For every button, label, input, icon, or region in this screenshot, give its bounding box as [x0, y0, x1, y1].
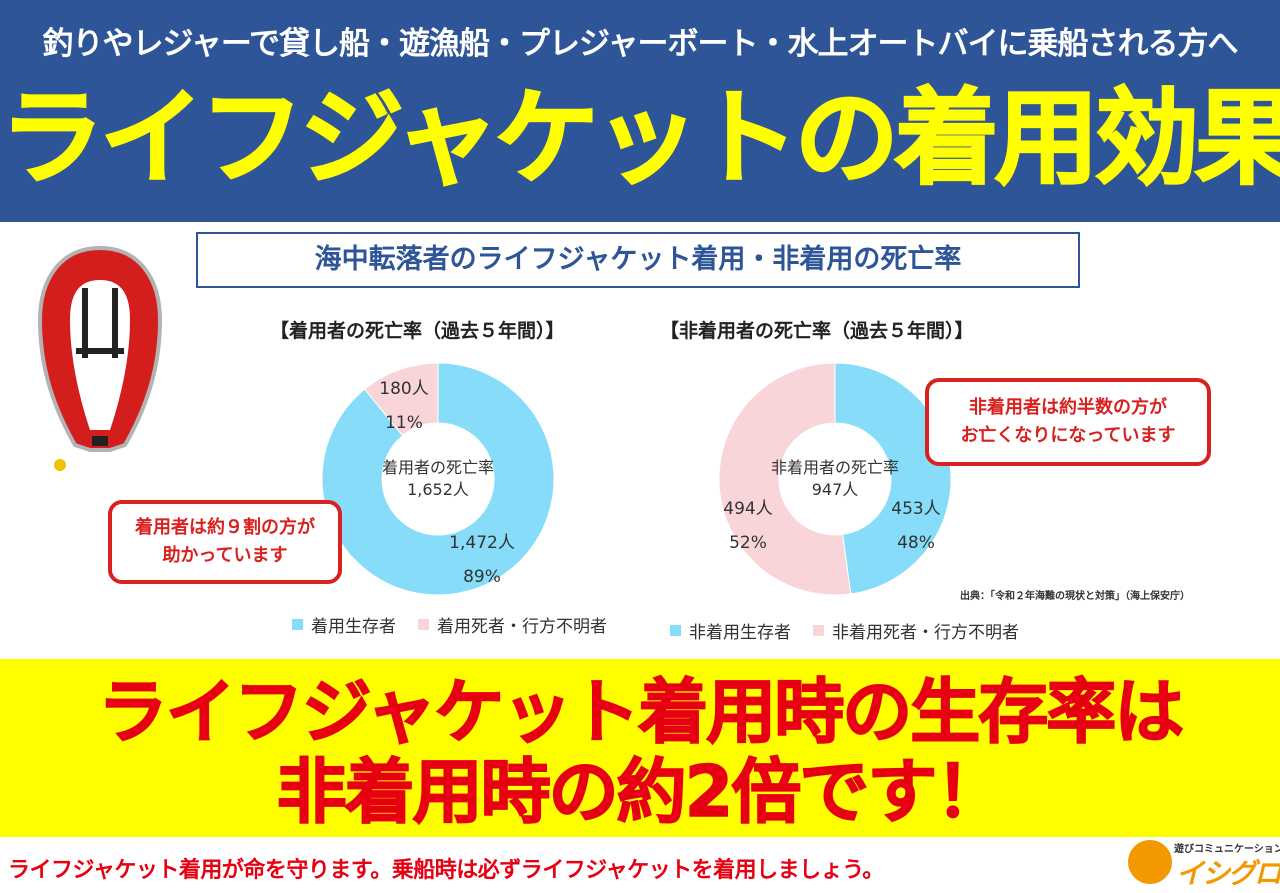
- chart-title-not-wearing: 【非着用者の死亡率（過去５年間）】: [660, 320, 974, 342]
- pie-slice: [321, 362, 555, 596]
- brand-logo: 遊びコミュニケーション イシグロ: [1120, 834, 1280, 890]
- footer-message: ライフジャケット着用が命を守ります。乗船時は必ずライフジャケットを着用しましょう…: [8, 858, 884, 883]
- donut-center-label: 非着用者の死亡率: [771, 458, 899, 477]
- pie-slice: [363, 362, 439, 437]
- slice-percent-label: 48%: [897, 533, 935, 553]
- callout-wearing: 着用者は約９割の方が 助かっています: [108, 500, 342, 584]
- donut-center-label: 947人: [812, 480, 859, 499]
- chart-title-wearing: 【着用者の死亡率（過去５年間）】: [270, 320, 565, 342]
- life-jacket-strap: [82, 288, 88, 358]
- legend-not-wearing: 非着用生存者 非着用死者・行方不明者: [670, 618, 1019, 643]
- life-jacket-buckle: [92, 436, 108, 446]
- legend-swatch-survivor: [292, 619, 303, 630]
- life-jacket-toggle: [54, 459, 66, 471]
- conclusion-line1: ライフジャケット着用時の生存率は: [97, 670, 1185, 754]
- legend-label: 非着用死者・行方不明者: [832, 623, 1019, 643]
- page-title: ライフジャケットの着用効果: [0, 77, 1280, 199]
- logo-name: イシグロ: [1176, 857, 1280, 890]
- source-citation: 出典：「令和２年海難の現状と対策」（海上保安庁）: [960, 591, 1190, 602]
- life-jacket-strap: [112, 288, 118, 358]
- logo-mascot-icon: [1128, 840, 1172, 884]
- legend-wearing: 着用生存者 着用死者・行方不明者: [292, 612, 607, 637]
- donut-chart-not-wearing: 453人 48% 494人 52% 非着用者の死亡率 947人: [718, 362, 952, 596]
- slice-count-label: 453人: [891, 499, 940, 519]
- legend-label: 着用生存者: [311, 617, 396, 637]
- slice-count-label: 1,472人: [449, 533, 515, 553]
- logo-tagline: 遊びコミュニケーション: [1174, 844, 1280, 855]
- callout-not-wearing-line1: 非着用者は約半数の方が: [969, 397, 1167, 418]
- pie-slice: [834, 362, 952, 595]
- legend-swatch-survivor: [670, 625, 681, 636]
- donut-center-label: 1,652人: [407, 480, 469, 499]
- section-title: 海中転落者のライフジャケット着用・非着用の死亡率: [314, 244, 962, 275]
- section-title-box: 海中転落者のライフジャケット着用・非着用の死亡率: [196, 232, 1080, 288]
- callout-wearing-line2: 助かっています: [162, 545, 288, 566]
- slice-count-label: 180人: [379, 379, 428, 399]
- legend-label: 着用死者・行方不明者: [437, 617, 607, 637]
- conclusion-line2: 非着用時の約2倍です！: [276, 750, 1006, 834]
- slice-percent-label: 89%: [463, 567, 501, 587]
- legend-label: 非着用生存者: [689, 623, 791, 643]
- life-jacket-illustration: [37, 245, 163, 471]
- callout-not-wearing-line2: お亡くなりになっています: [960, 425, 1176, 446]
- callout-wearing-line1: 着用者は約９割の方が: [135, 517, 315, 538]
- header-subtitle: 釣りやレジャーで貸し船・遊漁船・プレジャーボート・水上オートバイに乗船される方へ: [42, 26, 1238, 62]
- slice-count-label: 494人: [723, 499, 772, 519]
- life-jacket-strap: [76, 348, 124, 354]
- slice-percent-label: 52%: [729, 533, 767, 553]
- legend-swatch-death: [813, 625, 824, 636]
- header-banner: 釣りやレジャーで貸し船・遊漁船・プレジャーボート・水上オートバイに乗船される方へ…: [0, 0, 1280, 222]
- legend-swatch-death: [418, 619, 429, 630]
- slice-percent-label: 11%: [385, 413, 423, 433]
- conclusion-banner: ライフジャケット着用時の生存率は 非着用時の約2倍です！: [0, 659, 1280, 837]
- donut-center-label: 着用者の死亡率: [382, 458, 494, 477]
- callout-not-wearing: 非着用者は約半数の方が お亡くなりになっています: [925, 378, 1211, 466]
- donut-chart-wearing: 1,472人 89% 180人 11% 着用者の死亡率 1,652人: [321, 362, 555, 596]
- pie-slice: [718, 362, 852, 596]
